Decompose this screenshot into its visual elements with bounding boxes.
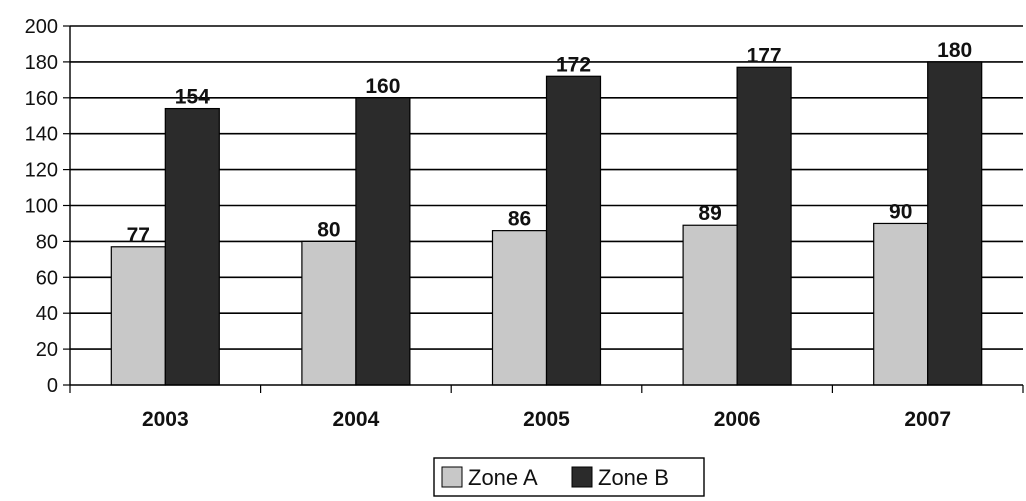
- y-tick-label: 180: [25, 52, 58, 74]
- bar-zone-a-2006: [682, 224, 738, 386]
- x-tick-label: 2004: [333, 408, 380, 431]
- legend-swatch-zone-a: [441, 466, 463, 488]
- bar-zone-a-2007: [873, 222, 929, 386]
- x-tick-label: 2005: [523, 408, 570, 431]
- data-label: 77: [127, 224, 150, 247]
- y-tick-label: 40: [36, 303, 58, 325]
- data-label: 90: [889, 200, 912, 223]
- bar-zone-b-2004: [355, 97, 411, 386]
- data-label: 177: [747, 44, 782, 67]
- data-label: 180: [937, 39, 972, 62]
- data-label: 86: [508, 208, 531, 231]
- data-label: 89: [698, 202, 721, 225]
- bar-zone-a-2005: [491, 230, 548, 386]
- bar-zone-b-2003: [164, 107, 220, 386]
- y-tick-label: 120: [25, 160, 58, 182]
- y-tick-label: 0: [47, 375, 58, 397]
- bar-zone-a-2003: [110, 246, 166, 386]
- legend-label: Zone A: [468, 465, 538, 490]
- axes: 0 20 40 60 80 100 120 140 160 180 200 2003 2004 2005 2…: [25, 16, 1024, 431]
- x-tick-label: 2003: [142, 408, 189, 431]
- bar-zone-b-2007: [927, 61, 983, 386]
- y-tick-label: 160: [25, 88, 58, 110]
- legend: Zone A Zone B: [433, 457, 705, 497]
- legend-swatch-zone-b: [571, 466, 593, 488]
- x-tick-label: 2007: [904, 408, 951, 431]
- data-label: 160: [365, 75, 400, 98]
- y-tick-label: 80: [36, 231, 58, 253]
- x-tick-label: 2006: [714, 408, 761, 431]
- bars: [110, 61, 983, 386]
- y-tick-label: 20: [36, 339, 58, 361]
- y-tick-label: 140: [25, 124, 58, 146]
- data-label: 80: [317, 218, 340, 241]
- data-labels: 77 154 80 160 86 172 89 177 90 180: [127, 39, 973, 247]
- bar-zone-a-2004: [301, 240, 357, 386]
- y-tick-label: 60: [36, 267, 58, 289]
- bar-zone-b-2006: [736, 66, 792, 386]
- bar-zone-b-2005: [545, 75, 602, 386]
- legend-box: [433, 457, 705, 497]
- y-tick-label: 200: [25, 16, 58, 38]
- legend-label: Zone B: [598, 465, 669, 490]
- data-label: 172: [556, 53, 591, 76]
- y-tick-label: 100: [25, 196, 58, 218]
- data-label: 154: [175, 86, 210, 109]
